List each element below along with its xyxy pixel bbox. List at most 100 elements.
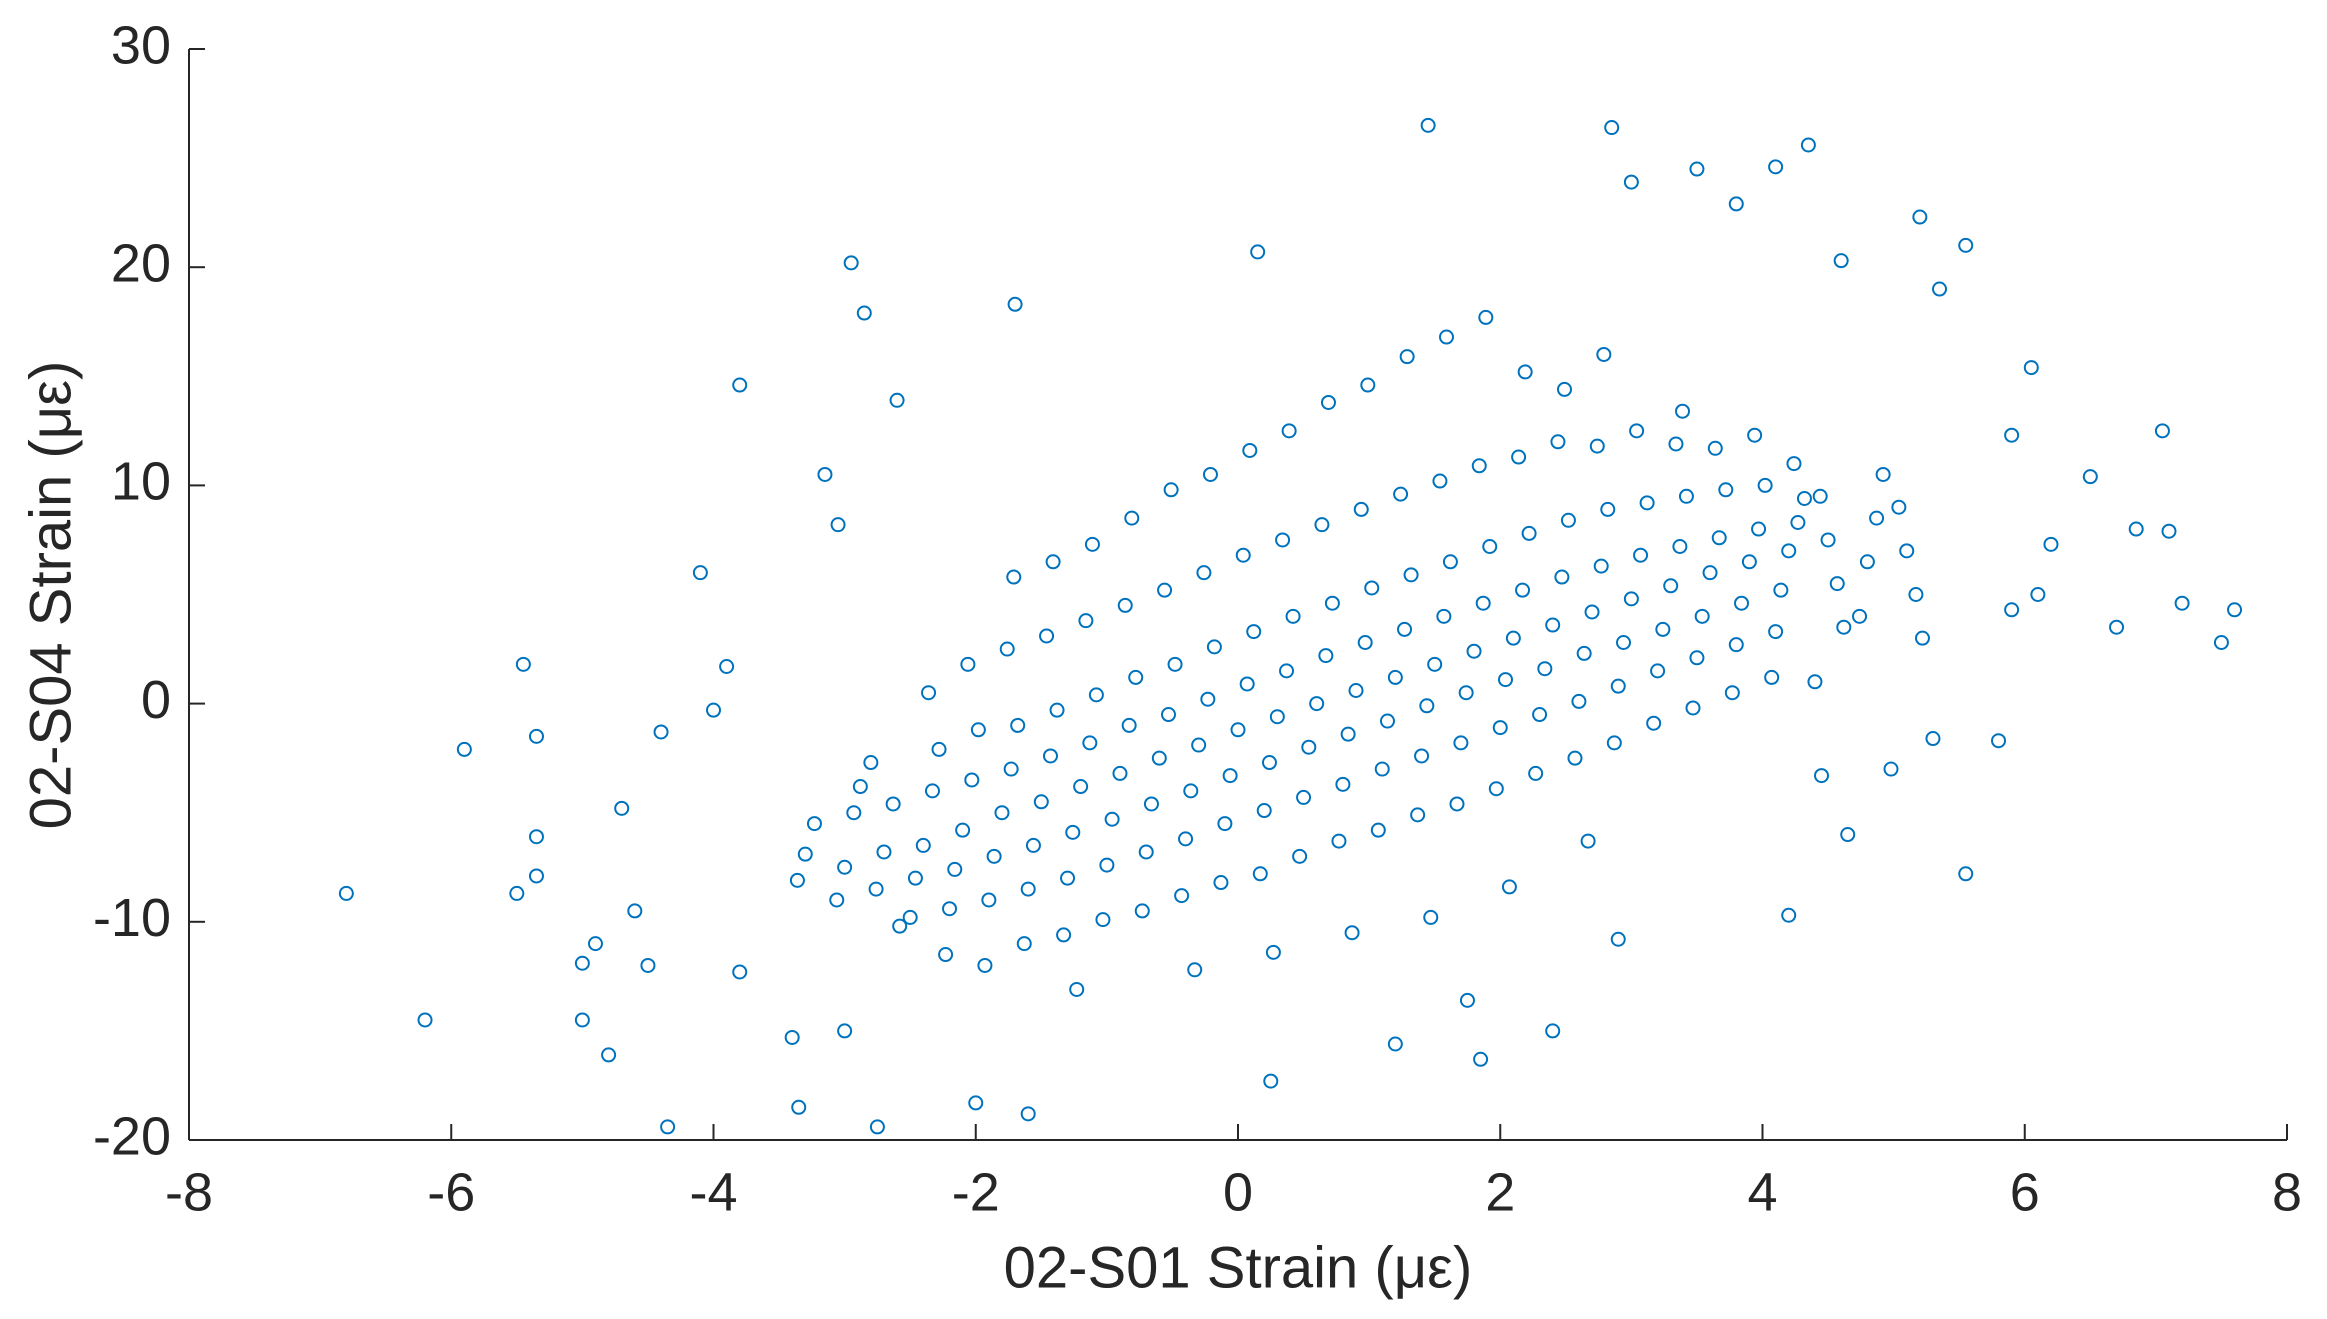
point — [1419, 698, 1435, 714]
point — [1912, 209, 1928, 225]
point — [2004, 602, 2020, 618]
point — [1459, 992, 1475, 1008]
point — [1492, 720, 1508, 736]
point — [1728, 637, 1744, 653]
point — [869, 1119, 885, 1135]
point — [797, 846, 813, 862]
point — [1610, 931, 1626, 947]
point — [938, 947, 954, 963]
point — [846, 805, 862, 821]
point — [1364, 580, 1380, 596]
point — [2109, 619, 2125, 635]
point — [915, 837, 931, 853]
point — [1432, 473, 1448, 489]
point — [981, 892, 997, 908]
point — [1060, 870, 1076, 886]
point — [1039, 628, 1055, 644]
point — [1633, 547, 1649, 563]
point — [1869, 510, 1885, 526]
point — [784, 1029, 800, 1045]
point — [1747, 427, 1763, 443]
point — [1246, 624, 1262, 640]
x-tick-label: 8 — [2272, 1162, 2302, 1222]
point — [968, 1095, 984, 1111]
point — [1768, 624, 1784, 640]
point — [338, 885, 354, 901]
point — [1458, 685, 1474, 701]
point — [1324, 595, 1340, 611]
point — [2161, 523, 2177, 539]
point — [1571, 693, 1587, 709]
point — [1196, 565, 1212, 581]
point — [732, 964, 748, 980]
point — [587, 936, 603, 952]
point — [970, 722, 986, 738]
point — [1124, 510, 1140, 526]
point — [1672, 538, 1688, 554]
point — [921, 685, 937, 701]
point — [1554, 569, 1570, 585]
point — [1883, 761, 1899, 777]
point — [1084, 536, 1100, 552]
point — [1348, 683, 1364, 699]
point — [1292, 848, 1308, 864]
point — [1557, 381, 1573, 397]
point — [1449, 796, 1465, 812]
point — [1576, 645, 1592, 661]
point — [1414, 748, 1430, 764]
point — [1600, 501, 1616, 517]
point — [1353, 501, 1369, 517]
point — [1235, 547, 1251, 563]
point — [1475, 595, 1491, 611]
point — [1239, 676, 1255, 692]
point — [1790, 514, 1806, 530]
point — [2213, 635, 2229, 651]
point — [817, 466, 833, 482]
point — [1532, 707, 1548, 723]
point — [1397, 621, 1413, 637]
point — [1908, 587, 1924, 602]
point — [789, 872, 805, 888]
point — [1423, 909, 1439, 925]
point — [1157, 582, 1173, 598]
point — [1222, 768, 1238, 784]
point — [1340, 726, 1356, 742]
point — [660, 1119, 676, 1135]
point — [1112, 765, 1128, 781]
point — [528, 728, 544, 744]
point — [417, 1012, 433, 1028]
point — [1545, 617, 1561, 633]
point — [1685, 700, 1701, 716]
point — [1069, 981, 1085, 997]
point — [1387, 1036, 1403, 1052]
point — [1925, 731, 1941, 747]
point — [1281, 423, 1297, 439]
point — [1528, 765, 1544, 781]
point — [1393, 486, 1409, 502]
point — [640, 957, 656, 973]
point — [1751, 521, 1767, 537]
point — [1230, 722, 1246, 738]
point — [1279, 663, 1295, 679]
point — [1655, 621, 1671, 637]
point — [1314, 517, 1330, 533]
point — [1814, 768, 1830, 784]
point — [1675, 403, 1691, 419]
point — [852, 779, 868, 795]
point — [1584, 604, 1600, 620]
point — [1914, 630, 1930, 646]
point — [1689, 161, 1705, 177]
point — [1741, 554, 1757, 570]
point — [1242, 442, 1258, 458]
point — [1646, 715, 1662, 731]
x-tick-label: 2 — [1485, 1162, 1515, 1222]
point — [892, 918, 908, 934]
y-tick-label: 20 — [111, 233, 171, 293]
point — [1505, 630, 1521, 646]
point — [1781, 543, 1797, 559]
point — [1545, 1023, 1561, 1039]
point — [1020, 881, 1036, 897]
point — [1796, 490, 1812, 506]
point — [1360, 377, 1376, 393]
point — [1099, 857, 1115, 873]
